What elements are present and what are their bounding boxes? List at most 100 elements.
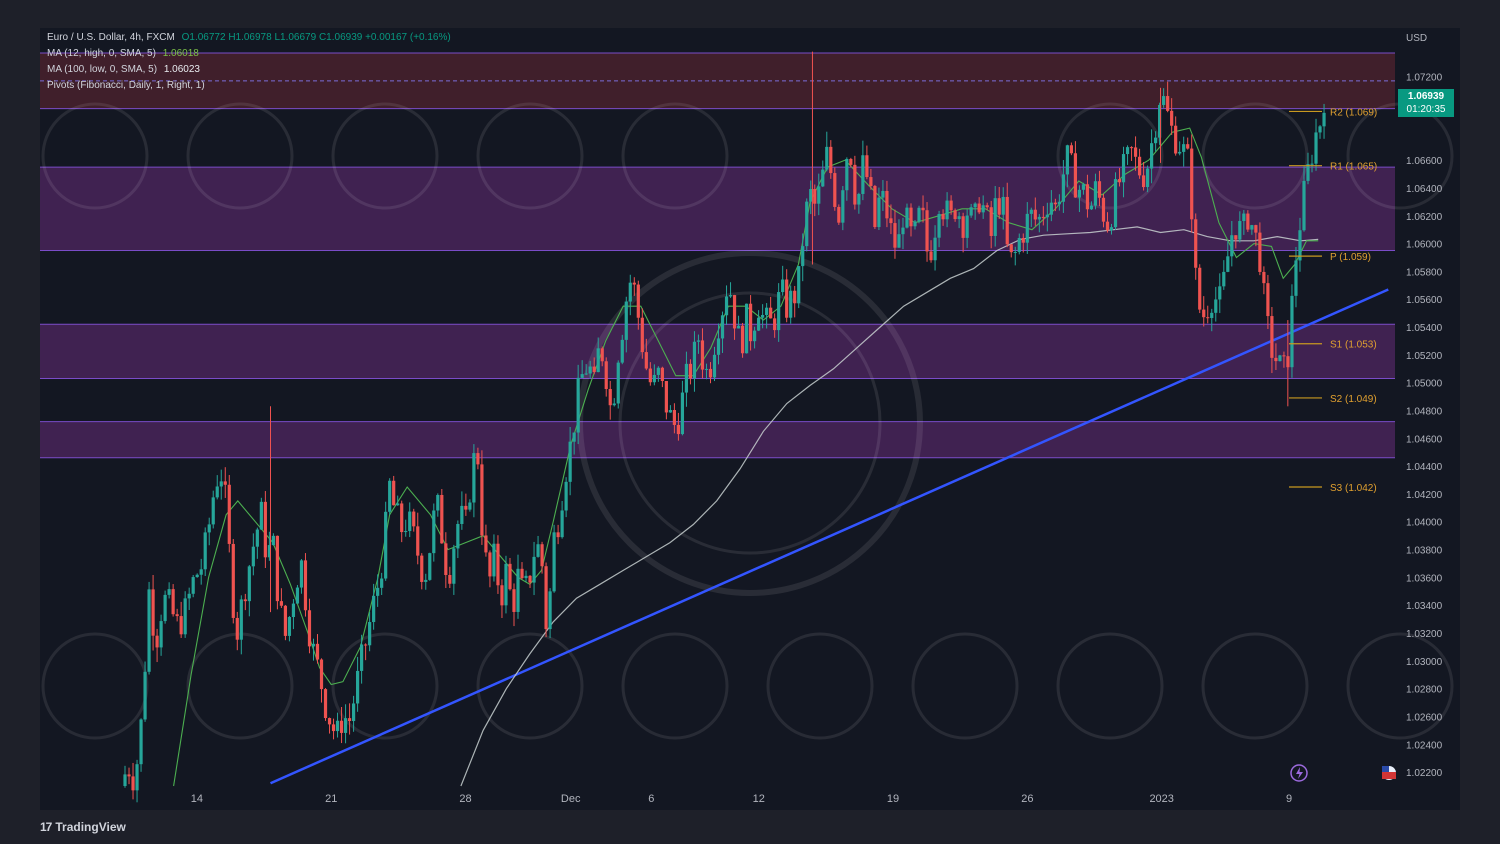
candle-body	[351, 703, 356, 722]
candle-body	[163, 594, 167, 622]
candle-body	[841, 190, 845, 223]
candle-body	[865, 155, 869, 178]
bar-countdown: 01:20:35	[1406, 104, 1446, 115]
candle-body	[801, 246, 805, 267]
candle-body	[524, 575, 528, 579]
candle-body	[857, 193, 861, 205]
y-tick-label: 1.04000	[1406, 518, 1443, 529]
legend-ma-fast[interactable]: MA (12, high, 0, SMA, 5) 1.06018	[47, 48, 199, 59]
candle-body	[496, 543, 500, 586]
tradingview-brand[interactable]: 17 TradingView	[40, 820, 126, 834]
candle-body	[1166, 96, 1170, 111]
y-tick-label: 1.02200	[1406, 768, 1443, 779]
legend-ma-slow[interactable]: MA (100, low, 0, SMA, 5) 1.06023	[47, 64, 200, 75]
watermark-seal-bl7	[911, 632, 1019, 740]
candle-body	[536, 544, 540, 557]
candle-body	[440, 494, 444, 544]
candle-body	[1113, 179, 1118, 228]
candle-body	[428, 553, 432, 580]
candle-body	[211, 497, 215, 525]
candle-body	[291, 603, 296, 618]
candle-body	[1298, 230, 1302, 261]
candle-body	[1045, 214, 1049, 218]
ma-slow-line[interactable]	[460, 226, 1319, 787]
watermark-seal-bl3	[331, 632, 439, 740]
legend-ma-fast-value: 1.06018	[162, 48, 199, 59]
y-tick-label: 1.06200	[1406, 212, 1443, 223]
candle-body	[279, 601, 284, 606]
candle-body	[861, 155, 865, 194]
legend-pivots-label: Pivots (Fibonacci, Daily, 1, Right, 1)	[47, 80, 205, 91]
candle-body	[1061, 174, 1065, 202]
candle-body	[339, 720, 344, 733]
candle-body	[1174, 125, 1178, 154]
candle-body	[1037, 216, 1041, 220]
candle-body	[1170, 110, 1174, 126]
candle-body	[965, 215, 969, 238]
candle-body	[620, 339, 624, 363]
last-price: 1.06939	[1407, 91, 1445, 102]
time-axis[interactable]: 14 21 28 Dec 6 12 19 26 2023 9	[191, 793, 1292, 805]
flag-icon[interactable]	[1382, 766, 1396, 780]
candle-body	[408, 511, 412, 532]
candle-body	[436, 494, 440, 511]
candle-body	[1250, 225, 1254, 230]
candle-body	[656, 367, 660, 375]
watermark-seal-tr1	[1056, 102, 1164, 210]
price-chart[interactable]: R2 (1.069) R1 (1.065) P (1.059) S1 (1.053) S…	[40, 28, 1460, 810]
candle-body	[323, 689, 328, 719]
candle-body	[732, 295, 737, 329]
candle-body	[528, 575, 532, 583]
candle-body	[179, 616, 183, 635]
x-tick-label: 26	[1021, 793, 1033, 805]
candle-body	[1254, 225, 1258, 233]
candle-body	[1178, 151, 1182, 154]
candle-body	[909, 207, 913, 227]
candle-body	[1222, 271, 1226, 287]
candle-body	[933, 237, 937, 261]
chart-area[interactable]: R2 (1.069) R1 (1.065) P (1.059) S1 (1.053) S…	[40, 28, 1460, 810]
candle-body	[1017, 238, 1021, 252]
candle-body	[424, 579, 428, 582]
candle-body	[512, 589, 516, 612]
candle-body	[520, 568, 524, 579]
candle-body	[889, 218, 893, 224]
candle-body	[335, 720, 340, 732]
candle-body	[1009, 244, 1013, 253]
candle-body	[773, 318, 777, 331]
y-tick-label: 1.06400	[1406, 184, 1443, 195]
uptrend-line[interactable]	[269, 288, 1389, 785]
candle-body	[797, 266, 801, 304]
candle-body	[728, 295, 733, 297]
candle-body	[1057, 201, 1061, 205]
legend-symbol: Euro / U.S. Dollar, 4h, FXCM	[47, 32, 175, 43]
candle-body	[1302, 180, 1306, 231]
candle-body	[1186, 144, 1190, 149]
alert-icon[interactable]	[1290, 764, 1308, 782]
y-tick-label: 1.03600	[1406, 573, 1443, 584]
candle-body	[171, 589, 175, 615]
candle-body	[628, 282, 632, 302]
candle-body	[1158, 104, 1162, 138]
candle-body	[1310, 163, 1314, 165]
candle-body	[243, 599, 247, 602]
watermark-seal-tl3	[331, 102, 439, 210]
price-axis[interactable]: 1.072001.070001.066001.064001.062001.060…	[1406, 73, 1443, 779]
candle-body	[187, 593, 191, 599]
candle-body	[343, 718, 348, 733]
candle-body	[123, 774, 127, 786]
candle-body	[223, 481, 227, 485]
candle-body	[793, 290, 797, 304]
legend-pivots[interactable]: Pivots (Fibonacci, Daily, 1, Right, 1)	[47, 80, 205, 91]
watermark-seal-tr2	[1201, 102, 1309, 210]
candle-body	[568, 441, 572, 482]
candle-body	[183, 598, 187, 635]
candle-body	[368, 622, 372, 646]
candle-body	[949, 200, 953, 211]
candle-body	[355, 670, 360, 704]
candle-body	[319, 659, 324, 690]
candle-body	[744, 303, 749, 354]
y-tick-label: 1.06000	[1406, 240, 1443, 251]
candle-body	[1202, 309, 1206, 318]
legend-symbol-row[interactable]: Euro / U.S. Dollar, 4h, FXCM O1.06772 H1…	[47, 32, 451, 43]
